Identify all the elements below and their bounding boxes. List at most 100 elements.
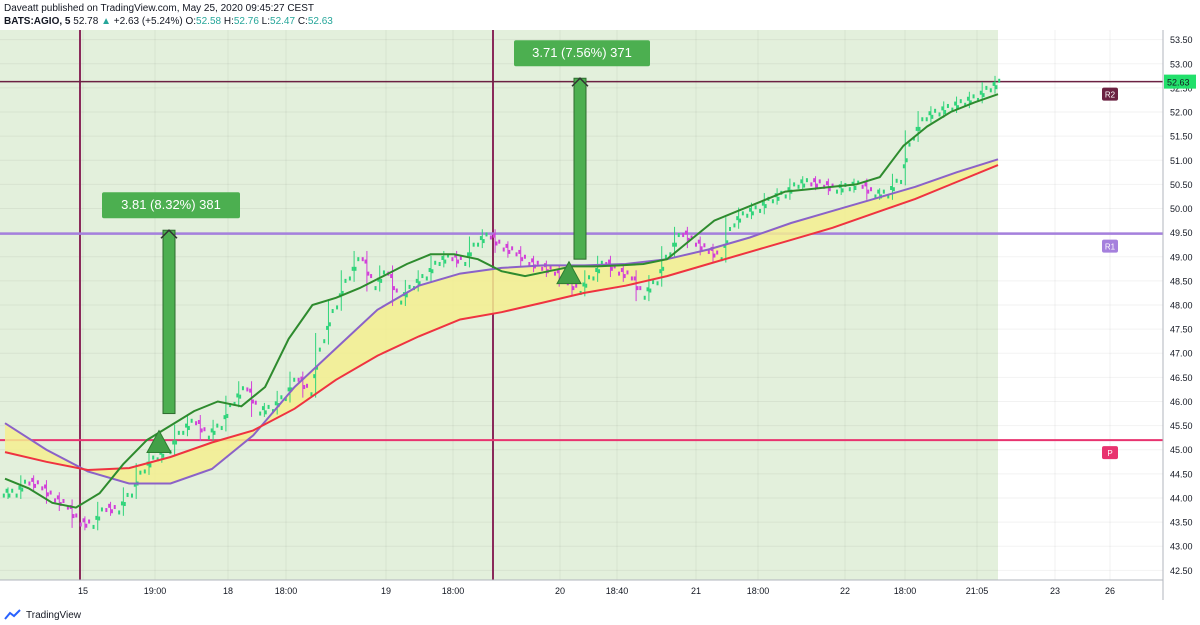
candle-body (313, 374, 316, 379)
candle-body (739, 218, 742, 223)
candle-body (505, 243, 508, 248)
candle-body (633, 276, 636, 281)
candle-body (857, 180, 860, 185)
tradingview-logo-icon (4, 609, 21, 620)
candle-body (72, 514, 75, 519)
candle-body (749, 207, 752, 212)
candle-body (810, 182, 813, 187)
candle-body (236, 393, 239, 398)
ma-green-line (4, 93, 999, 509)
measure-arrowhead-icon (160, 229, 178, 239)
measure-bar (573, 77, 587, 260)
candle-body (867, 189, 870, 194)
symbol[interactable]: BATS:AGIO, 5 (4, 16, 71, 27)
candle-body (652, 280, 655, 285)
y-tick-label: 44.50 (1170, 469, 1193, 479)
candle-body (441, 255, 444, 260)
level-tags: R2 R1 P (1102, 87, 1118, 460)
candle-body (126, 492, 129, 497)
candle-body (495, 241, 498, 246)
x-tick-label: 20 (555, 586, 565, 596)
price-axis[interactable]: 53.5053.0052.5052.0051.5051.0050.5050.00… (1170, 35, 1193, 576)
measure-annotations: 3.81 (8.32%) 381 3.71 (7.56%) 371 (102, 40, 650, 415)
candle-body (864, 182, 867, 187)
candle-body (300, 376, 303, 381)
candle-body (172, 440, 175, 445)
candle-body (595, 268, 598, 273)
candle-body (784, 194, 787, 199)
candle-body (82, 518, 85, 523)
candle-body (133, 482, 136, 487)
candle-body (992, 81, 995, 86)
measure-label-box (514, 40, 650, 67)
level-tag-r2 (1102, 87, 1118, 101)
candle-body (261, 406, 264, 411)
candle-body (921, 117, 924, 122)
x-tick-label: 19 (381, 586, 391, 596)
candle-body (223, 415, 226, 420)
candle-body (85, 523, 88, 528)
candle-body (254, 400, 257, 405)
candle-body (938, 112, 941, 117)
candle-body (447, 253, 450, 258)
y-tick-label: 44.00 (1170, 493, 1193, 503)
y-tick-label: 50.50 (1170, 180, 1193, 190)
candle-body (716, 250, 719, 255)
level-tag-label: P (1107, 449, 1112, 458)
candle-body (477, 242, 480, 247)
candle-body (226, 413, 229, 418)
candle-body (152, 455, 155, 460)
candle-body (395, 288, 398, 293)
candle-body (41, 486, 44, 491)
candle-body (328, 322, 331, 327)
candle-body (835, 189, 838, 194)
candle-body (531, 258, 534, 263)
candle-body (464, 261, 467, 266)
candle-body (287, 387, 290, 392)
candle-body (18, 485, 21, 490)
candle-body (887, 194, 890, 199)
candle-body (98, 516, 101, 521)
candle-body (374, 286, 377, 291)
candle-body (123, 502, 126, 507)
candle-body (626, 270, 629, 275)
candle-body (954, 101, 957, 106)
candle-body (848, 187, 851, 192)
candle-body (75, 513, 78, 518)
candle-body (905, 158, 908, 163)
publish-line: Daveatt published on TradingView.com, Ma… (4, 3, 315, 14)
candle-body (690, 235, 693, 240)
candle-body (370, 274, 373, 279)
measure-label-box (102, 192, 240, 219)
candle-body (777, 196, 780, 201)
candle-body (674, 242, 677, 247)
candle-body (415, 278, 418, 283)
candle-body (54, 498, 57, 503)
candle-body (130, 493, 133, 498)
candle-body (472, 242, 475, 247)
time-axis[interactable]: 15 19:00 18 18:00 19 18:00 20 18:40 21 18:00 22 18:… (78, 586, 1115, 596)
last-price-label: 52.63 (1164, 74, 1196, 89)
candle-body (684, 230, 687, 235)
candle-body (489, 235, 492, 240)
candle-body (479, 236, 482, 241)
candle-body (813, 178, 816, 183)
candle-body (361, 257, 364, 262)
candle-body (620, 268, 623, 273)
candle-body (428, 268, 431, 273)
candle-body (400, 300, 403, 305)
candle-body (697, 239, 700, 244)
candle-body (120, 501, 123, 506)
candle-body (959, 99, 962, 104)
candle-body (66, 505, 69, 510)
candle-body (341, 290, 344, 295)
candle-body (185, 423, 188, 428)
candle-body (326, 325, 329, 330)
ohlc: O:52.58 H:52.76 L:52.47 C:52.63 (185, 16, 333, 27)
candle-body (764, 204, 767, 209)
candle-body (934, 108, 937, 113)
candle-body (787, 187, 790, 192)
candle-body (492, 233, 495, 238)
candle-body (28, 481, 31, 486)
